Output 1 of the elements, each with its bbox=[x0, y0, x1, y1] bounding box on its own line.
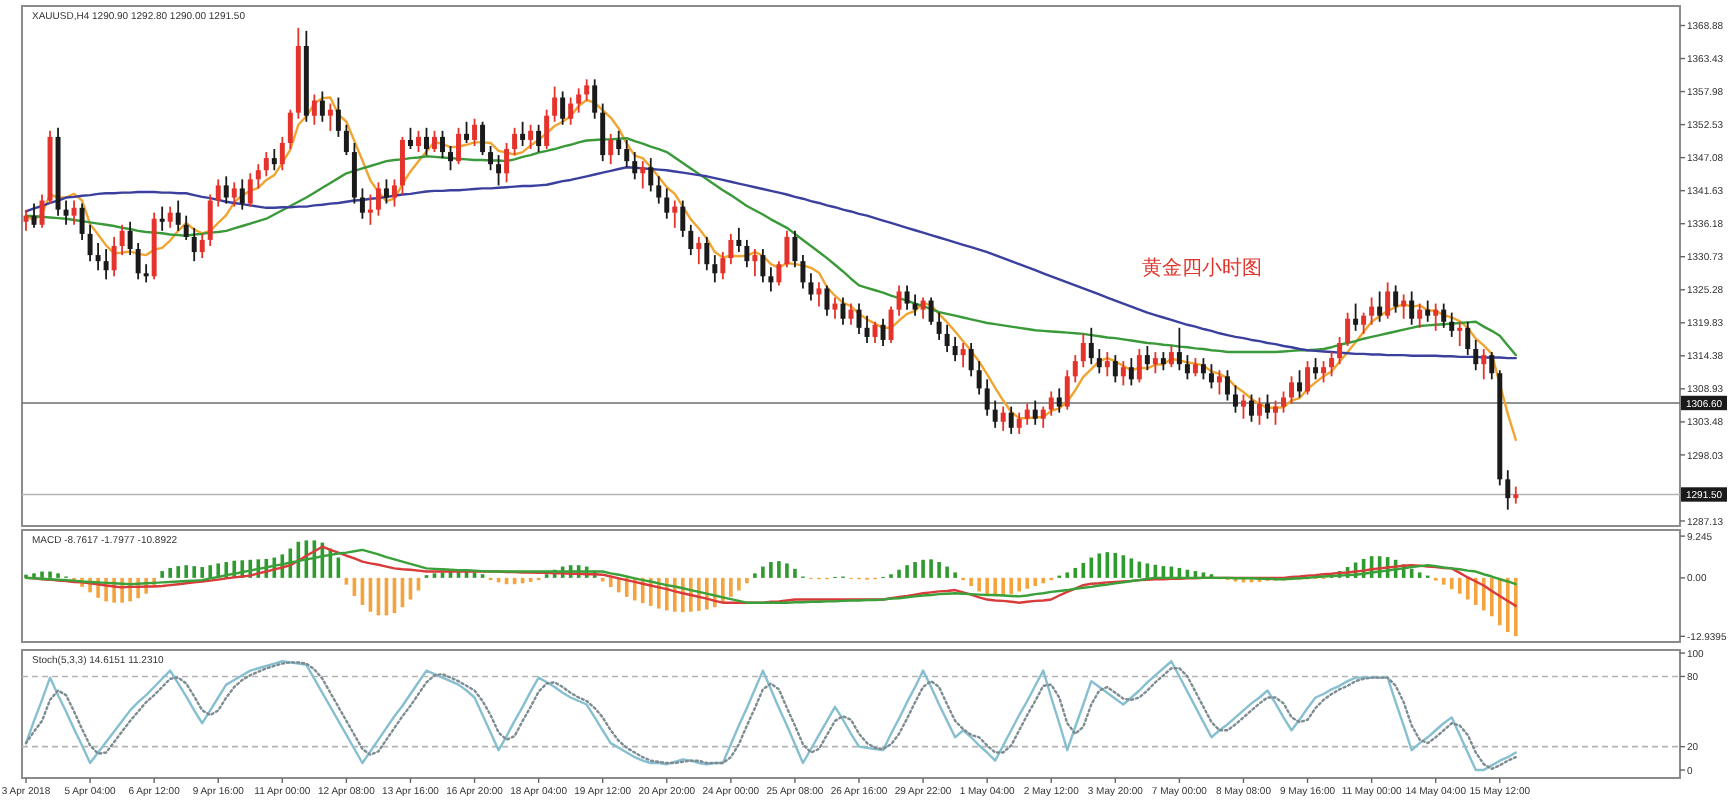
annotation: 黄金四小时图 bbox=[1142, 256, 1262, 280]
